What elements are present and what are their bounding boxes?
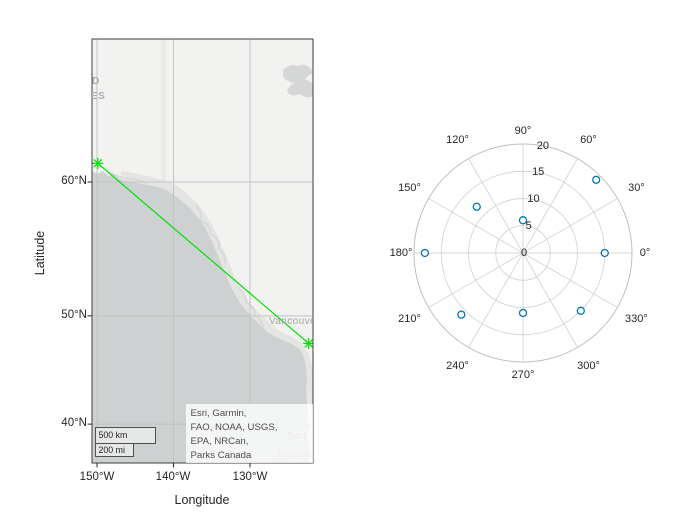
basemap — [92, 39, 313, 463]
polar-axes — [413, 143, 633, 363]
polar-theta-tick-label: 270° — [511, 369, 535, 381]
ytick-50N: 50°N — [61, 309, 87, 321]
polar-theta-tick-label: 300° — [577, 360, 600, 373]
attribution-line: Parks Canada — [190, 449, 252, 461]
basemap-label-fragment: ES — [92, 91, 106, 102]
basemap-label-vancouver: Vancouver — [269, 316, 313, 327]
polar-spoke — [468, 252, 524, 348]
polar-r-tick-label: 10 — [527, 193, 540, 206]
polar-r-tick-label: 15 — [532, 166, 545, 179]
map-frame — [91, 38, 314, 464]
polar-data-marker — [600, 248, 609, 258]
polar-theta-tick-label: 330° — [625, 312, 648, 325]
polar-spoke — [522, 252, 578, 348]
y-axis-label: Latitude — [33, 230, 47, 276]
attribution-line: Esri, Garmin, — [190, 408, 247, 419]
scalebar-km: 500 km — [94, 427, 156, 444]
ytick-40N: 40°N — [61, 417, 87, 429]
polar-data-marker — [472, 202, 481, 211]
polar-r-tick-label: 20 — [536, 139, 550, 152]
polar-spoke — [428, 198, 524, 254]
basemap-label-fragment: D — [92, 76, 100, 87]
polar-r-tick-label: 5 — [525, 220, 532, 233]
geo-axes-overlay: D ES Vancouver San Francisco Esri, Garmi… — [92, 39, 313, 463]
polar-theta-tick-label: 150° — [398, 181, 421, 194]
polar-spoke — [428, 252, 524, 308]
polar-theta-tick-label: 120° — [446, 133, 469, 146]
xtick-150W: 150°W — [79, 471, 115, 483]
polar-spoke — [522, 158, 578, 254]
polar-theta-tick-label: 30° — [628, 181, 645, 194]
polar-spoke — [468, 158, 524, 254]
polar-data-marker — [592, 175, 601, 184]
border-stripe — [161, 39, 166, 181]
ocean — [92, 171, 310, 463]
polar-data-marker — [420, 248, 430, 258]
route-asterisk-marker — [92, 157, 104, 169]
polar-theta-tick-label: 0° — [639, 247, 651, 259]
polar-data-marker — [457, 310, 466, 319]
lake-shape — [283, 64, 313, 98]
map-attribution: Esri, Garmin, FAO, NOAA, USGS, EPA, NRCa… — [185, 404, 313, 463]
polar-data-marker — [518, 308, 528, 318]
x-axis-label: Longitude — [174, 493, 230, 507]
map-graticule — [92, 39, 313, 463]
polar-theta-tick-label: 240° — [446, 360, 469, 373]
polar-theta-tick-label: 180° — [389, 247, 413, 259]
polar-spoke — [522, 252, 618, 308]
route-line — [92, 157, 313, 349]
xtick-130W: 130°W — [232, 471, 268, 483]
polar-theta-tick-label: 210° — [398, 312, 421, 325]
polar-theta-tick-label: 60° — [580, 133, 597, 146]
map-tickmarks — [87, 181, 251, 468]
polar-spoke — [522, 198, 618, 254]
polar-data-marker — [518, 216, 528, 225]
attribution-line: EPA, NRCan, — [190, 435, 249, 447]
polar-r-tick-label: 0 — [520, 247, 528, 259]
polar-theta-tick-label: 90° — [514, 125, 532, 137]
attribution-line: FAO, NOAA, USGS, — [190, 421, 278, 433]
xtick-140W: 140°W — [155, 471, 191, 483]
ytick-60N: 60°N — [61, 175, 87, 187]
scalebar-mi: 200 mi — [94, 443, 134, 457]
polar-data-marker — [576, 306, 585, 315]
route-asterisk-marker — [303, 337, 313, 349]
